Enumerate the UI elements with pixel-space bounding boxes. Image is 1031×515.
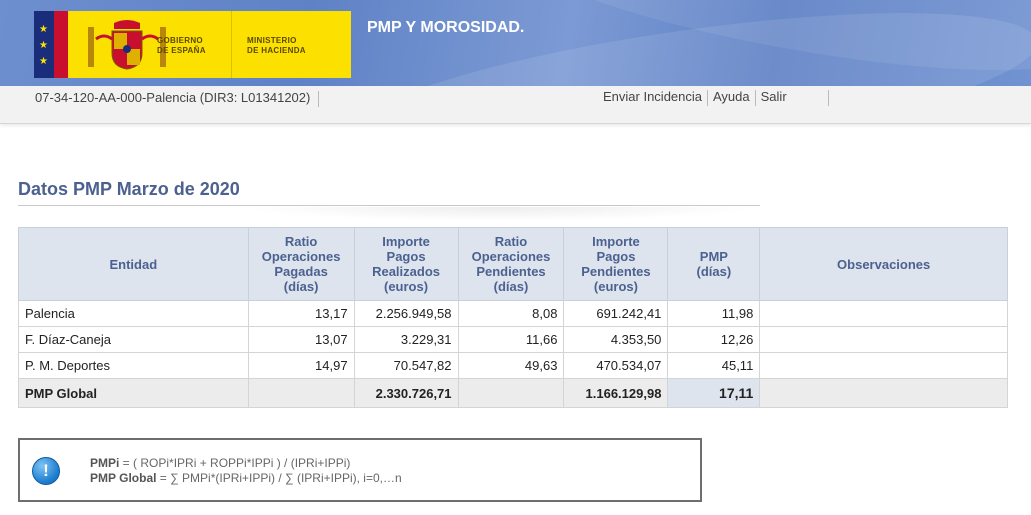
star-icon: ★	[39, 24, 48, 35]
header-line: Realizados	[372, 264, 440, 279]
table-header-row: Entidad Ratio Operaciones Pagadas (días)…	[18, 227, 1008, 301]
header-line: Pagos	[386, 249, 426, 264]
formula-line: PMP Global = ∑ PMPi*(IPRi+IPPi) / ∑ (IPR…	[90, 471, 402, 486]
header-line: Entidad	[109, 256, 158, 272]
ministry-text-line: MINISTERIO	[247, 36, 297, 45]
ratio-paid-cell: 14,97	[247, 352, 355, 379]
amount-pending-cell: 691.242,41	[563, 300, 669, 327]
header-line: Pagos	[596, 249, 636, 264]
header-line: (días)	[493, 279, 529, 294]
help-link[interactable]: Ayuda	[707, 90, 755, 106]
header-line: Ratio	[494, 234, 528, 249]
header-line: (euros)	[593, 279, 638, 294]
pmp-cell: 45,11	[667, 352, 761, 379]
amount-pending-cell: 470.534,07	[563, 352, 669, 379]
header-line: Importe	[592, 234, 640, 249]
formula-line: PMPi = ( ROPi*IPRi + ROPPi*IPPi ) / (IPR…	[90, 456, 402, 471]
column-header-pmp: PMP (días)	[667, 227, 761, 301]
coat-of-arms-icon	[88, 20, 166, 70]
user-links: Enviar Incidencia Ayuda Salir	[598, 90, 829, 106]
logo-text-line: GOBIERNO	[157, 36, 203, 45]
global-amount-pending-cell: 1.166.129,98	[563, 378, 669, 408]
entity-identifier: 07-34-120-AA-000-Palencia (DIR3: L013412…	[35, 91, 320, 107]
entity-cell: P. M. Deportes	[18, 352, 249, 379]
column-header-entity: Entidad	[18, 227, 249, 301]
header-line: (días)	[696, 264, 732, 279]
global-amount-paid-cell: 2.330.726,71	[353, 378, 459, 408]
table-row: F. Díaz-Caneja 13,07 3.229,31 11,66 4.35…	[18, 326, 1008, 353]
header-banner: ★ ★ ★ GOBIERNO DE ESPAÑA MINISTERIO DE H…	[0, 0, 1031, 86]
header-line: Operaciones	[261, 249, 341, 264]
ratio-paid-cell: 13,07	[247, 326, 355, 353]
title-rule	[18, 205, 760, 206]
table-row: P. M. Deportes 14,97 70.547,82 49,63 470…	[18, 352, 1008, 379]
pmp-table: Entidad Ratio Operaciones Pagadas (días)…	[18, 227, 1008, 408]
ratio-pending-cell: 11,66	[457, 326, 565, 353]
logo-divider	[231, 11, 232, 78]
column-header-amount-pending: Importe Pagos Pendientes (euros)	[563, 227, 669, 301]
logout-link[interactable]: Salir	[754, 90, 792, 106]
amount-pending-cell: 4.353,50	[563, 326, 669, 353]
global-ratio-pending-cell	[457, 378, 565, 408]
header-line: (euros)	[384, 279, 429, 294]
formula-label: PMPi	[90, 456, 120, 470]
column-header-ratio-pending: Ratio Operaciones Pendientes (días)	[457, 227, 565, 301]
header-line: Pendientes	[476, 264, 546, 279]
column-header-ratio-paid: Ratio Operaciones Pagadas (días)	[247, 227, 355, 301]
user-bar: 07-34-120-AA-000-Palencia (DIR3: L013412…	[0, 86, 1031, 124]
page-title: Datos PMP Marzo de 2020	[18, 179, 240, 199]
global-pmp-cell: 17,11	[667, 378, 761, 408]
government-logo[interactable]: ★ ★ ★ GOBIERNO DE ESPAÑA MINISTERIO DE H…	[34, 11, 351, 78]
pmp-cell: 12,26	[667, 326, 761, 353]
header-line: Ratio	[284, 234, 318, 249]
global-ratio-paid-cell	[247, 378, 355, 408]
amount-paid-cell: 2.256.949,58	[353, 300, 459, 327]
header-line: Observaciones	[837, 256, 931, 272]
amount-paid-cell: 70.547,82	[353, 352, 459, 379]
observations-cell	[759, 352, 1008, 379]
header-line: Pagadas	[274, 264, 328, 279]
spain-flag-stripe	[54, 11, 68, 78]
header-line: Importe	[382, 234, 430, 249]
entity-cell: Palencia	[18, 300, 249, 327]
ratio-pending-cell: 49,63	[457, 352, 565, 379]
star-icon: ★	[39, 40, 48, 51]
global-label-cell: PMP Global	[18, 378, 249, 408]
observations-cell	[759, 326, 1008, 353]
observations-cell	[759, 300, 1008, 327]
entity-cell: F. Díaz-Caneja	[18, 326, 249, 353]
header-line: Pendientes	[581, 264, 651, 279]
ratio-pending-cell: 8,08	[457, 300, 565, 327]
global-row: PMP Global 2.330.726,71 1.166.129,98 17,…	[18, 378, 1008, 408]
app-title: PMP Y MOROSIDAD.	[367, 19, 525, 36]
info-icon: !	[32, 457, 60, 485]
formula-text: = ( ROPi*IPRi + ROPPi*IPPi ) / (IPRi+IPP…	[119, 456, 351, 470]
link-divider	[827, 90, 829, 106]
title-shadow	[240, 207, 760, 221]
ratio-paid-cell: 13,17	[247, 300, 355, 327]
formula-info-box: ! PMPi = ( ROPi*IPRi + ROPPi*IPPi ) / (I…	[18, 438, 702, 502]
header-line: (días)	[283, 279, 319, 294]
header-line: Operaciones	[471, 249, 551, 264]
column-header-amount-paid: Importe Pagos Realizados (euros)	[353, 227, 459, 301]
amount-paid-cell: 3.229,31	[353, 326, 459, 353]
formula-text: = ∑ PMPi*(IPRi+IPPi) / ∑ (IPRi+IPPi), i=…	[156, 471, 402, 485]
table-row: Palencia 13,17 2.256.949,58 8,08 691.242…	[18, 300, 1008, 327]
global-observations-cell	[759, 378, 1008, 408]
formula-label: PMP Global	[90, 471, 157, 485]
logo-text-line: DE ESPAÑA	[157, 46, 206, 55]
star-icon: ★	[39, 56, 48, 67]
ministry-text-line: DE HACIENDA	[247, 46, 306, 55]
report-incident-link[interactable]: Enviar Incidencia	[603, 89, 702, 104]
column-header-observations: Observaciones	[759, 227, 1008, 301]
header-line: PMP	[699, 249, 728, 264]
pmp-cell: 11,98	[667, 300, 761, 327]
formula-lines: PMPi = ( ROPi*IPRi + ROPPi*IPPi ) / (IPR…	[90, 456, 402, 486]
